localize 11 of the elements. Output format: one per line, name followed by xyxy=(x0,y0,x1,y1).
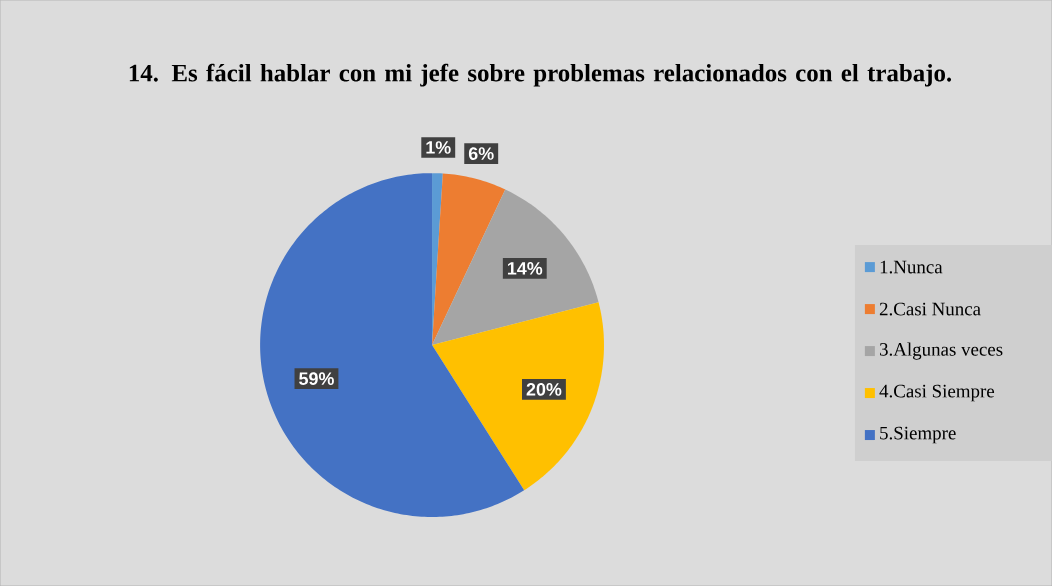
legend-label: 1.Nunca xyxy=(880,260,943,274)
data-label: 14% xyxy=(507,261,543,275)
data-label: 59% xyxy=(299,372,334,385)
legend-label: 3.Algunas veces xyxy=(879,342,1003,360)
data-label: 20% xyxy=(526,382,562,396)
data-label: 6% xyxy=(468,147,494,160)
data-label: 1% xyxy=(426,141,451,154)
legend-label: 2.Casi Nunca xyxy=(879,302,981,316)
chart-title: 14. Es fácil hablar con mi jefe sobre problemas relacionados con el trabajo. xyxy=(129,63,952,87)
legend-label: 4.Casi Siempre xyxy=(879,384,995,402)
legend-label: 5.Siempre xyxy=(880,426,956,444)
